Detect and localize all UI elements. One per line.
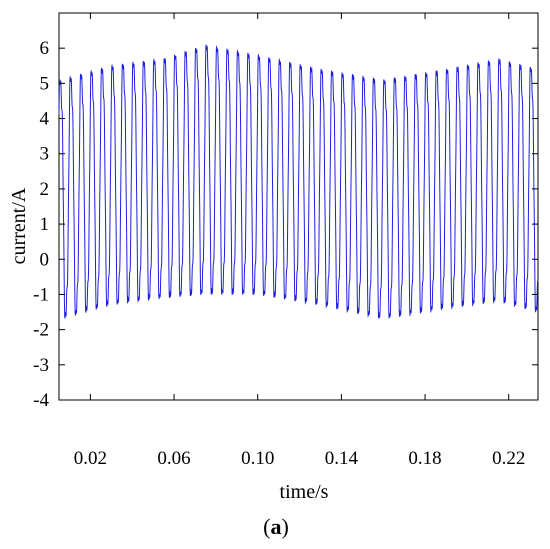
y-tick-label: 5	[40, 73, 50, 94]
y-tick-label: 0	[40, 249, 50, 270]
y-tick-label: 1	[40, 214, 50, 235]
y-axis-label: current/A	[8, 187, 30, 264]
x-tick-label: 0.06	[157, 448, 190, 469]
y-tick-label: 3	[40, 144, 50, 165]
plot-area	[58, 12, 539, 401]
y-tick-label: 4	[40, 109, 50, 130]
y-tick-label: -4	[33, 390, 49, 411]
x-axis-label: time/s	[280, 481, 329, 503]
x-tick-label: 0.10	[241, 448, 274, 469]
y-axis: -4 -3 -2 -1 0 1 2 3 4 5 6	[33, 38, 538, 411]
plot-frame	[58, 12, 539, 401]
x-tick-label: 0.02	[74, 448, 107, 469]
figure-caption: (a)	[263, 514, 289, 539]
caption-open-paren: (	[263, 514, 270, 539]
y-tick-label: -1	[33, 284, 49, 305]
caption-close-paren: )	[282, 514, 289, 539]
y-tick-label: 2	[40, 179, 50, 200]
x-tick-label: 0.22	[492, 448, 525, 469]
x-tick-label: 0.14	[325, 448, 359, 469]
y-tick-label: 6	[40, 38, 50, 59]
current-series-line	[58, 44, 539, 319]
y-tick-label: -3	[33, 355, 49, 376]
x-axis: 0.02 0.06 0.10 0.14 0.18 0.22	[74, 13, 525, 469]
caption-letter: a	[271, 514, 282, 539]
y-tick-label: -2	[33, 320, 49, 341]
x-tick-label: 0.18	[408, 448, 441, 469]
